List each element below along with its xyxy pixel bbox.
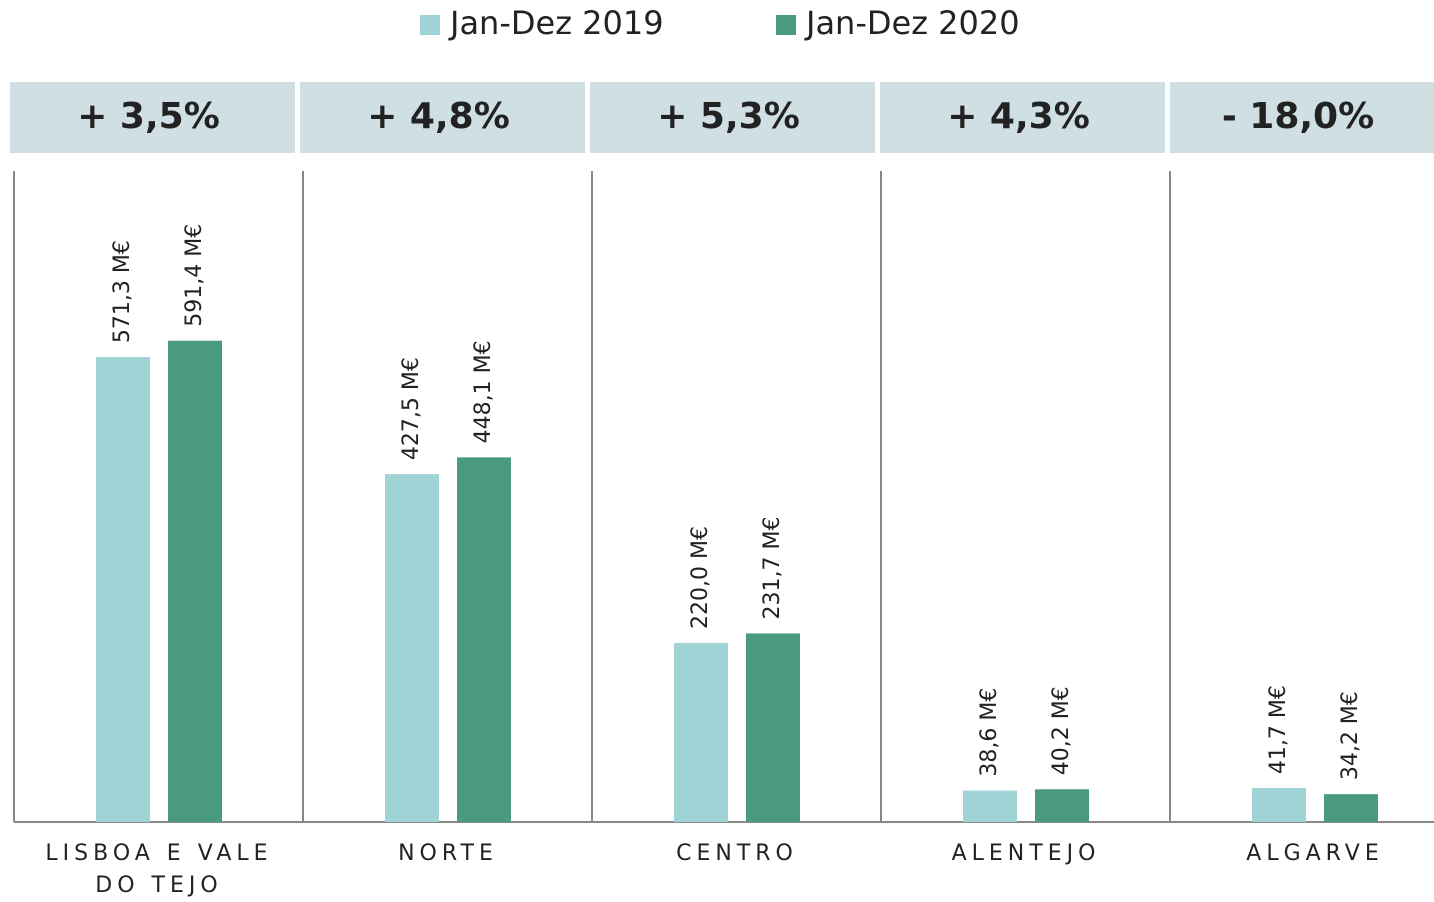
bar [96, 357, 150, 822]
bar [385, 474, 439, 822]
change-label: + 3,5% [77, 96, 220, 137]
bar [1252, 788, 1306, 822]
bar [674, 642, 728, 822]
legend-label: Jan-Dez 2020 [804, 4, 1020, 42]
value-label: 231,7 M€ [760, 517, 785, 620]
category-label: ALGARVE [1246, 841, 1384, 866]
value-label: 41,7 M€ [1266, 685, 1291, 774]
value-label: 427,5 M€ [399, 357, 424, 460]
legend-swatch [776, 15, 796, 35]
change-label: - 18,0% [1222, 96, 1374, 137]
bar [168, 340, 222, 822]
change-box [1170, 82, 1434, 153]
bar [457, 457, 511, 822]
change-label: + 4,8% [367, 96, 510, 137]
category-label: LISBOA E VALE DO TEJO [45, 841, 273, 898]
value-label: 448,1 M€ [471, 340, 496, 443]
legend-label: Jan-Dez 2019 [448, 4, 664, 42]
value-label: 34,2 M€ [1338, 691, 1363, 780]
change-box [590, 82, 875, 153]
bar [963, 790, 1017, 822]
category-label: CENTRO [676, 841, 798, 866]
change-label: + 5,3% [657, 96, 800, 137]
value-label: 220,0 M€ [688, 526, 713, 629]
change-box [300, 82, 585, 153]
change-label: + 4,3% [947, 96, 1090, 137]
bar [746, 633, 800, 822]
value-label: 40,2 M€ [1049, 686, 1074, 775]
bar [1035, 789, 1089, 822]
change-box [10, 82, 295, 153]
legend-swatch [420, 15, 440, 35]
value-label: 571,3 M€ [110, 240, 135, 343]
category-label: NORTE [398, 841, 498, 866]
value-label: 38,6 M€ [977, 688, 1002, 777]
category-label: ALENTEJO [951, 841, 1101, 866]
value-label: 591,4 M€ [182, 224, 207, 327]
change-box [880, 82, 1165, 153]
bar [1324, 794, 1378, 822]
